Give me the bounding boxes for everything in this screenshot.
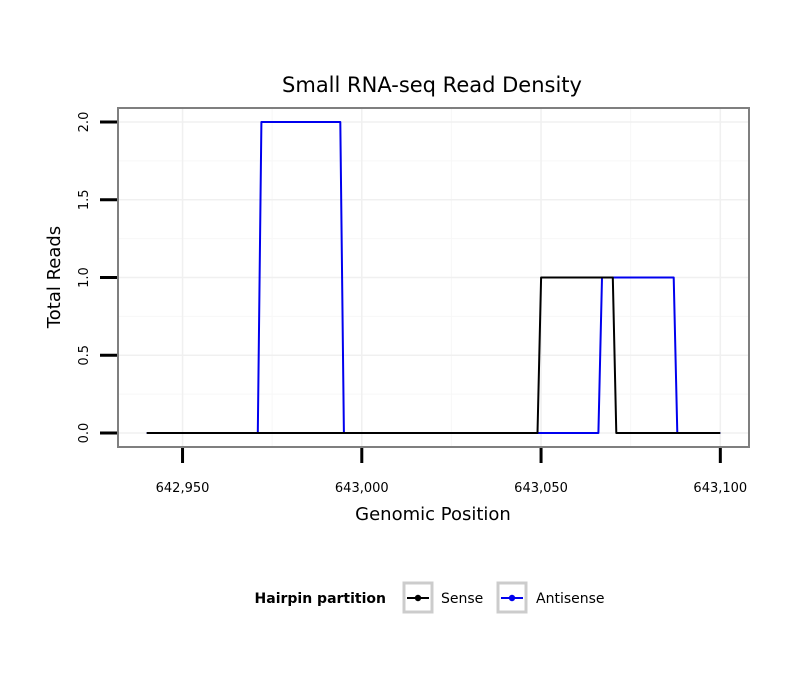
- x-tick-label: 643,100: [693, 481, 747, 496]
- x-axis: 642,950 643,000 643,050 643,100: [156, 448, 747, 496]
- legend-marker-sense: [414, 594, 422, 602]
- legend-marker-antisense: [508, 594, 516, 602]
- y-tick-label: 0.5: [77, 345, 92, 366]
- y-tick-label: 1.5: [77, 189, 92, 210]
- y-tick-label: 2.0: [77, 112, 92, 133]
- plot-panel: [117, 107, 750, 448]
- y-tick-label: 0.0: [77, 423, 92, 444]
- x-tick-label: 643,050: [514, 481, 568, 496]
- legend: Hairpin partition Sense Antisense: [255, 581, 605, 614]
- series-layer: [146, 121, 721, 434]
- chart-title: Small RNA-seq Read Density: [282, 73, 582, 97]
- series-line-sense: [146, 276, 721, 434]
- y-axis: 0.0 0.5 1.0 1.5 2.0: [77, 112, 117, 444]
- x-tick-label: 643,000: [335, 481, 389, 496]
- legend-item-antisense: Antisense: [496, 581, 605, 614]
- y-tick-label: 1.0: [77, 267, 92, 288]
- y-axis-title: Total Reads: [44, 226, 65, 329]
- legend-label-sense: Sense: [441, 591, 483, 607]
- x-axis-title: Genomic Position: [355, 504, 511, 525]
- x-tick-label: 642,950: [156, 481, 210, 496]
- plot-border: [117, 107, 750, 448]
- legend-title: Hairpin partition: [255, 591, 386, 607]
- legend-label-antisense: Antisense: [536, 591, 605, 607]
- legend-item-sense: Sense: [402, 581, 483, 614]
